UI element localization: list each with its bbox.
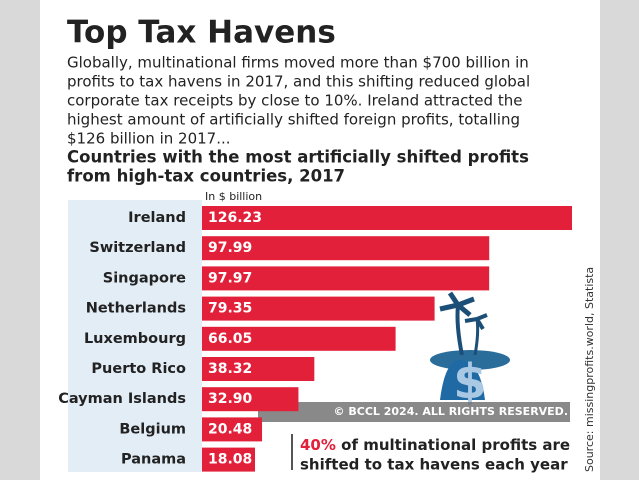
bar — [202, 387, 299, 412]
bar — [202, 236, 490, 261]
value-label: 18.08 — [208, 452, 252, 468]
category-label: Singapore — [103, 270, 186, 286]
bar — [202, 266, 490, 291]
callout-line: shifted to tax havens each year — [300, 456, 568, 474]
watermark-bg — [258, 402, 570, 422]
source: Source: missingprofits.world, Statista — [583, 267, 596, 472]
value-label: 32.90 — [208, 391, 253, 407]
intro-text: corporate tax receipts by close to 10%. … — [67, 92, 522, 110]
category-label: Puerto Rico — [91, 361, 186, 377]
category-label: Netherlands — [86, 301, 186, 317]
bar — [202, 357, 315, 381]
bar — [202, 206, 572, 230]
intro-text: Globally, multinational firms moved more… — [67, 54, 529, 72]
callout: 40% of multinational profits are — [300, 436, 570, 454]
value-label: 97.97 — [208, 270, 252, 286]
subtitle: Countries with the most artificially shi… — [67, 148, 529, 167]
svg-text:$: $ — [453, 354, 486, 410]
category-label: Belgium — [119, 421, 186, 437]
category-label: Panama — [121, 452, 186, 468]
value-label: 126.23 — [208, 210, 262, 226]
value-label: 79.35 — [208, 301, 252, 317]
island-illustration: $ — [430, 291, 510, 410]
bar — [202, 417, 263, 442]
category-label: Cayman Islands — [58, 391, 186, 407]
intro-text: profits to tax havens in 2017, and this … — [67, 73, 530, 91]
value-label: 20.48 — [208, 421, 252, 437]
label-band — [68, 200, 202, 472]
value-label: 97.99 — [208, 240, 252, 256]
category-label: Luxembourg — [84, 331, 186, 347]
bar — [202, 326, 396, 351]
value-label: 38.32 — [208, 361, 252, 377]
callout-line: of multinational profits are — [341, 436, 570, 454]
category-label: Switzerland — [89, 240, 186, 256]
value-label: 66.05 — [208, 331, 252, 347]
unit-label: In $ billion — [205, 190, 262, 203]
chart-title: Top Tax Havens — [67, 15, 336, 51]
bar — [202, 447, 255, 472]
subtitle: from high-tax countries, 2017 — [67, 167, 345, 186]
bar — [202, 296, 435, 321]
category-label: Ireland — [128, 210, 186, 226]
intro-text: $126 billion in 2017... — [67, 130, 231, 148]
watermark: © BCCL 2024. ALL RIGHTS RESERVED. — [334, 405, 568, 418]
intro-text: highest amount of artificially shifted f… — [67, 111, 520, 129]
callout-highlight: 40% — [300, 436, 336, 454]
